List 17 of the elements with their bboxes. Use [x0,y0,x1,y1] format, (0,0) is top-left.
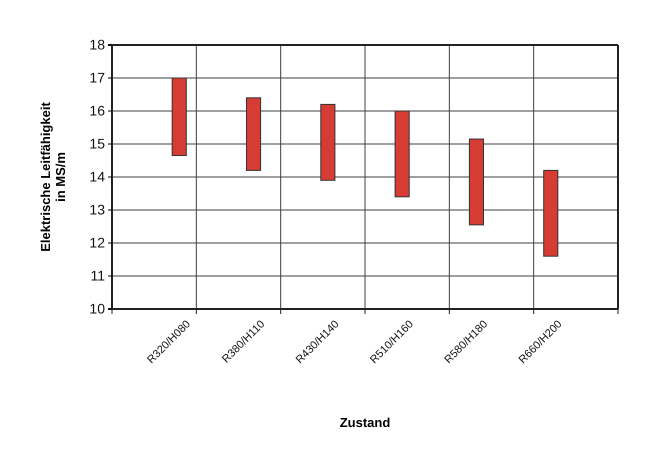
bar [246,97,262,171]
bar [172,78,187,156]
bar [394,110,410,198]
y-tick-label: 10 [89,300,106,316]
bar [468,138,484,226]
y-tick-label: 17 [89,69,106,86]
y-tick-label: 11 [90,267,106,284]
y-axis-title: Elektrische Leitfähigkeit in MS/m [38,102,68,252]
x-axis-title: Zustand [340,415,390,430]
y-tick-label: 18 [89,36,106,52]
y-tick-label: 15 [89,135,106,152]
y-tick-label: 14 [89,168,106,184]
bar [320,104,336,181]
y-tick-label: 12 [89,234,106,250]
y-tick-label: 13 [89,201,106,218]
bar [543,170,558,257]
y-tick-label: 16 [89,102,106,118]
